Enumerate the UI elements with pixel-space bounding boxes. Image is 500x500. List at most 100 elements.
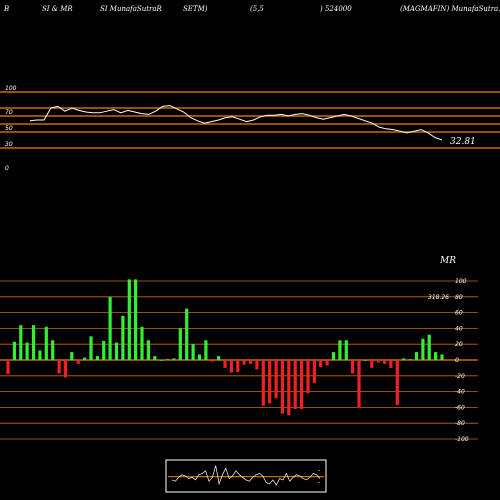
mr-bar-28 <box>185 308 189 360</box>
mr-bar-17 <box>114 342 119 360</box>
mr-bars <box>6 279 444 416</box>
mr-bar-29 <box>191 344 195 360</box>
mr-bar-51 <box>331 352 336 360</box>
mr-bar-6 <box>44 326 48 360</box>
mr-bar-60 <box>389 360 393 368</box>
mr-bar-62 <box>402 358 406 360</box>
mr-bar-5 <box>38 350 42 360</box>
mr-tick-3: 40 <box>455 325 463 332</box>
mr-bar-52 <box>338 340 342 361</box>
mr-label: MR <box>439 256 456 266</box>
header-params: (5,5 <box>250 5 264 13</box>
mini-tick-1: - <box>318 467 320 474</box>
mr-bar-19 <box>127 279 131 360</box>
mr-bar-14 <box>95 356 99 360</box>
mr-bar-2 <box>19 325 23 360</box>
mr-bar-39 <box>255 360 259 370</box>
rsi-series-line <box>29 105 443 141</box>
mr-bar-48 <box>312 360 316 383</box>
mr-bar-49 <box>319 360 323 368</box>
mr-bar-15 <box>102 341 106 360</box>
mr-bar-13 <box>89 336 93 360</box>
mr-bar-41 <box>268 360 272 404</box>
mr-bar-12 <box>83 357 87 360</box>
mr-bar-23 <box>153 356 157 360</box>
mr-bar-61 <box>395 360 399 405</box>
mr-bar-67 <box>434 352 438 360</box>
mr-bar-8 <box>57 360 61 374</box>
mr-bar-22 <box>146 340 150 361</box>
mr-bar-54 <box>351 360 355 374</box>
rsi-tick-0: 100 <box>5 85 17 92</box>
rsi-tick-labels: 100 70 50 30 0 <box>5 85 17 172</box>
mr-bar-50 <box>325 360 329 366</box>
mr-bar-34 <box>223 360 227 368</box>
mr-bar-46 <box>300 360 304 409</box>
mr-bar-45 <box>293 360 297 409</box>
mr-tick-2: 60 <box>455 310 463 317</box>
mr-tick-labels: 100 80 60 40 20 0 -20 -40 -60 -80 -100 <box>455 278 469 443</box>
mr-bar-31 <box>204 340 208 361</box>
mini-chart-frame <box>165 459 327 493</box>
mr-bar-33 <box>217 356 221 360</box>
mr-tick-5: 0 <box>455 357 459 364</box>
mr-bar-59 <box>383 360 387 364</box>
mr-bar-20 <box>134 279 138 360</box>
mr-bar-16 <box>108 296 112 360</box>
header-title-left: SI & MR <box>42 5 73 13</box>
mr-bar-53 <box>344 340 348 361</box>
mr-bar-32 <box>210 360 214 362</box>
chart-header: B SI & MR SI MunafaSutraR SETM) (5,5 ) 5… <box>0 0 500 14</box>
mr-tick-8: -60 <box>455 404 465 411</box>
mr-bar-21 <box>140 326 144 360</box>
mr-tick-10: -100 <box>455 436 469 443</box>
mr-tick-1: 80 <box>455 294 463 301</box>
header-title-mid: SI MunafaSutraR <box>100 5 162 13</box>
mr-bar-30 <box>197 354 202 360</box>
mr-bar-3 <box>25 342 29 360</box>
mr-bar-66 <box>427 334 431 360</box>
mr-bar-26 <box>172 358 176 360</box>
mr-tick-6: -20 <box>455 373 465 380</box>
rsi-current-value: 32.81 <box>450 137 476 147</box>
mr-bar-68 <box>440 354 444 360</box>
mr-bar-1 <box>12 341 16 360</box>
header-code: ) 524000 <box>320 5 352 13</box>
mr-bar-57 <box>370 360 374 368</box>
rsi-tick-2: 50 <box>5 125 13 132</box>
mr-bar-58 <box>376 360 380 363</box>
mini-tick-2: - <box>318 479 320 486</box>
mr-bar-36 <box>236 360 240 372</box>
mini-chart-line <box>171 465 321 486</box>
mr-bar-25 <box>166 359 170 360</box>
mr-bar-63 <box>408 359 412 360</box>
mr-bar-35 <box>229 360 233 373</box>
mr-bar-44 <box>287 360 291 416</box>
mr-bar-47 <box>306 360 310 394</box>
rsi-level-lines <box>0 91 500 149</box>
mr-bar-4 <box>31 325 36 360</box>
mr-bar-64 <box>414 352 419 360</box>
mr-bar-37 <box>242 360 246 365</box>
mr-tick-9: -80 <box>455 420 465 427</box>
rsi-tick-4: 0 <box>5 165 9 172</box>
mr-bar-10 <box>70 352 74 360</box>
mr-tick-4: 20 <box>455 341 463 348</box>
mr-bar-55 <box>357 360 361 408</box>
header-b: B <box>4 5 10 13</box>
header-title-right: (MAGMAFIN) MunafaSutra.com <box>400 5 500 13</box>
mr-bar-0 <box>6 360 10 375</box>
mr-bar-38 <box>248 360 253 364</box>
rsi-tick-1: 70 <box>5 109 13 116</box>
mr-bar-7 <box>51 340 55 361</box>
mr-tick-7: -40 <box>455 389 465 396</box>
mr-bar-65 <box>421 338 425 360</box>
mr-tick-0: 100 <box>455 278 467 285</box>
mr-bar-18 <box>121 315 125 360</box>
mr-bar-56 <box>363 360 367 361</box>
mr-bar-9 <box>63 360 67 378</box>
mr-bar-40 <box>261 360 265 406</box>
mr-bar-11 <box>76 360 80 364</box>
mr-bar-27 <box>178 328 182 360</box>
